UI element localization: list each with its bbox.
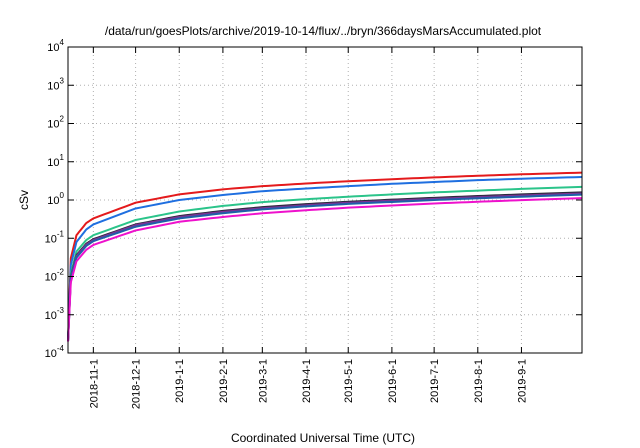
x-tick-label: 2019-4-1 [301, 359, 313, 403]
y-tick-label: 101 [47, 153, 64, 169]
y-axis-label: cSv [17, 190, 31, 210]
y-tick-base: 10 [47, 80, 59, 92]
x-tick-label: 2019-8-1 [473, 359, 485, 403]
series-line [67, 193, 583, 342]
y-tick-exponent: 1 [60, 153, 65, 162]
x-tick-label: 2019-9-1 [516, 359, 528, 403]
y-tick-label: 10-4 [45, 344, 65, 360]
y-tick-exponent: -1 [57, 229, 65, 238]
y-tick-base: 10 [45, 233, 57, 245]
x-tick-label: 2018-11-1 [88, 359, 100, 408]
y-tick-exponent: 4 [60, 38, 65, 47]
series-line [67, 185, 583, 342]
y-tick-exponent: -3 [57, 306, 65, 315]
chart-title: /data/run/goesPlots/archive/2019-10-14/f… [105, 24, 542, 38]
y-tick-label: 102 [47, 115, 64, 131]
y-tick-label: 10-3 [45, 306, 65, 322]
y-tick-exponent: -2 [57, 268, 65, 277]
y-tick-base: 10 [47, 157, 59, 169]
x-tick-label: 2019-7-1 [429, 359, 441, 403]
series-group [67, 171, 583, 342]
x-tick-label: 2019-1-1 [174, 359, 186, 403]
y-tick-label: 10-1 [45, 229, 65, 245]
x-axis: 2018-11-1 2018-12-1 2019-1-1 2019-2-1 2019-3… [88, 47, 528, 409]
y-tick-base: 10 [45, 310, 57, 322]
x-tick-label: 2019-6-1 [387, 359, 399, 403]
series-line [67, 171, 583, 342]
x-tick-label: 2019-3-1 [257, 359, 269, 403]
x-axis-label: Coordinated Universal Time (UTC) [231, 431, 415, 445]
y-tick-exponent: 2 [60, 115, 65, 124]
y-tick-label: 104 [47, 38, 64, 54]
y-tick-base: 10 [45, 272, 57, 284]
y-tick-exponent: 3 [60, 76, 65, 85]
x-tick-label: 2019-2-1 [218, 359, 230, 403]
y-tick-label: 10-2 [45, 268, 65, 284]
x-tick-label: 2019-5-1 [343, 359, 355, 403]
y-tick-base: 10 [47, 119, 59, 131]
y-tick-exponent: 0 [60, 191, 65, 200]
series-line [67, 175, 583, 342]
y-tick-base: 10 [45, 348, 57, 360]
y-tick-base: 10 [47, 42, 59, 54]
series-line [67, 191, 583, 342]
y-tick-exponent: -4 [57, 344, 65, 353]
y-tick-base: 10 [47, 195, 59, 207]
y-tick-label: 103 [47, 76, 64, 92]
y-tick-label: 100 [47, 191, 64, 207]
x-tick-label: 2018-12-1 [131, 359, 143, 409]
series-line [67, 197, 583, 342]
series-line [67, 192, 583, 342]
